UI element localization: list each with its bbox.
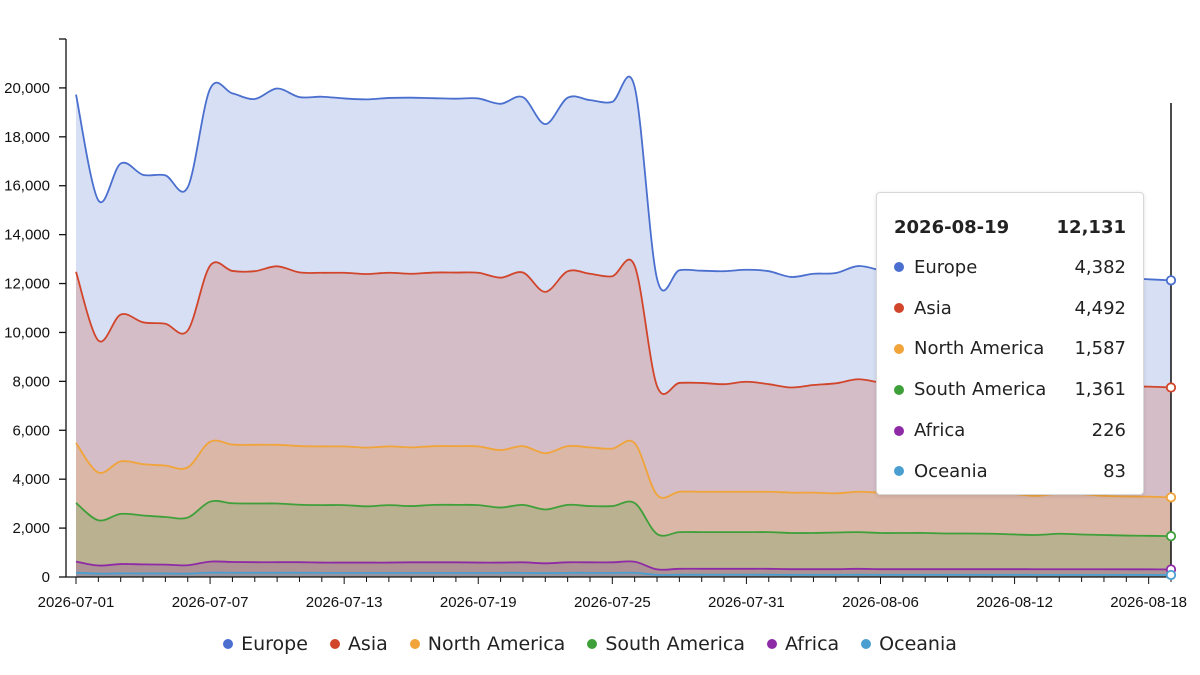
hover-markers <box>1165 275 1177 581</box>
legend-dot-oceania <box>861 639 872 649</box>
marker-europe <box>1165 275 1177 286</box>
tooltip-value: 1,587 <box>1074 338 1126 360</box>
tooltip-row-south-america: South America 1,361 <box>894 369 1126 410</box>
legend-label: North America <box>427 633 566 655</box>
tooltip-dot-africa <box>894 425 904 436</box>
legend-item-oceania[interactable]: Oceania <box>861 633 957 655</box>
line-africa <box>75 560 1172 571</box>
legend-item-asia[interactable]: Asia <box>329 633 388 655</box>
tooltip-name: Oceania <box>914 460 988 482</box>
legend-label: Europe <box>241 633 308 655</box>
tooltip-value: 1,361 <box>1074 379 1126 401</box>
x-tick-label: 2026-07-13 <box>306 594 383 611</box>
legend-item-south-america[interactable]: South America <box>587 633 745 655</box>
y-tick-label: 4,000 <box>12 471 50 488</box>
tooltip-value: 83 <box>1103 460 1126 482</box>
x-axis: 2026-07-01 2026-07-07 2026-07-13 2026-07-19… <box>38 576 1187 611</box>
tooltip-value: 4,382 <box>1074 256 1126 278</box>
tooltip-dot-south-america <box>894 384 904 395</box>
tooltip-dot-europe <box>894 262 904 273</box>
legend-item-europe[interactable]: Europe <box>223 633 308 655</box>
tooltip-row-north-america: North America 1,587 <box>894 329 1126 370</box>
y-tick-label: 2,000 <box>12 520 50 537</box>
area-south-america <box>76 500 1171 577</box>
legend-label: Asia <box>347 633 388 655</box>
x-tick-label: 2026-08-12 <box>976 594 1053 611</box>
marker-south-america <box>1165 531 1177 542</box>
legend-label: Oceania <box>879 633 957 655</box>
tooltip-total: 12,131 <box>1056 216 1126 238</box>
y-tick-label: 8,000 <box>12 373 50 390</box>
hover-tooltip: 2026-08-19 12,131 Europe 4,382 Asia 4,49… <box>876 192 1144 495</box>
marker-asia <box>1165 382 1177 393</box>
tooltip-row-oceania: Oceania 83 <box>894 451 1126 492</box>
y-tick-label: 12,000 <box>4 276 50 293</box>
y-tick-label: 0 <box>42 569 50 586</box>
tooltip-name: North America <box>914 338 1045 360</box>
legend-dot-north-america <box>409 639 420 649</box>
legend-dot-europe <box>223 639 234 649</box>
tooltip-name: Europe <box>914 256 978 278</box>
legend-dot-south-america <box>587 639 598 649</box>
y-tick-label: 6,000 <box>12 422 50 439</box>
marker-oceania <box>1165 569 1177 581</box>
x-tick-label: 2026-07-07 <box>172 594 249 611</box>
x-tick-label: 2026-07-31 <box>708 594 785 611</box>
y-tick-label: 14,000 <box>4 227 50 244</box>
line-south-america <box>75 499 1172 538</box>
legend-dot-asia <box>329 639 340 649</box>
x-tick-label: 2026-08-18 <box>1110 594 1187 611</box>
tooltip-row-africa: Africa 226 <box>894 410 1126 451</box>
legend-item-africa[interactable]: Africa <box>766 633 840 655</box>
tooltip-name: Asia <box>914 297 952 319</box>
x-tick-label: 2026-08-06 <box>842 594 919 611</box>
y-tick-label: 18,000 <box>4 129 50 146</box>
tooltip-dot-oceania <box>894 466 904 477</box>
tooltip-name: South America <box>914 379 1047 401</box>
tooltip-date: 2026-08-19 <box>894 216 1010 238</box>
legend-item-north-america[interactable]: North America <box>409 633 566 655</box>
y-axis: 0 2,000 4,000 6,000 8,000 10,000 12,000 14,000 1… <box>4 38 67 586</box>
x-tick-label: 2026-07-25 <box>574 594 651 611</box>
y-tick-label: 10,000 <box>4 324 50 341</box>
legend-label: South America <box>605 633 745 655</box>
line-oceania <box>75 571 1172 576</box>
y-tick-label: 20,000 <box>4 80 50 97</box>
x-tick-label: 2026-07-01 <box>38 594 115 611</box>
tooltip-header: 2026-08-19 12,131 <box>894 207 1126 247</box>
tooltip-row-asia: Asia 4,492 <box>894 288 1126 329</box>
tooltip-dot-asia <box>894 303 904 314</box>
y-tick-label: 16,000 <box>4 178 50 195</box>
x-tick-label: 2026-07-19 <box>440 594 517 611</box>
tooltip-row-europe: Europe 4,382 <box>894 247 1126 288</box>
chart-legend: Europe Asia North America South America … <box>0 633 1180 655</box>
area-asia <box>76 259 1171 577</box>
tooltip-value: 4,492 <box>1074 297 1126 319</box>
marker-north-america <box>1165 492 1177 503</box>
area-north-america <box>76 440 1171 577</box>
tooltip-dot-north-america <box>894 343 904 354</box>
legend-dot-africa <box>766 639 777 649</box>
tooltip-value: 226 <box>1091 420 1126 442</box>
tooltip-name: Africa <box>914 420 966 442</box>
legend-label: Africa <box>784 633 840 655</box>
